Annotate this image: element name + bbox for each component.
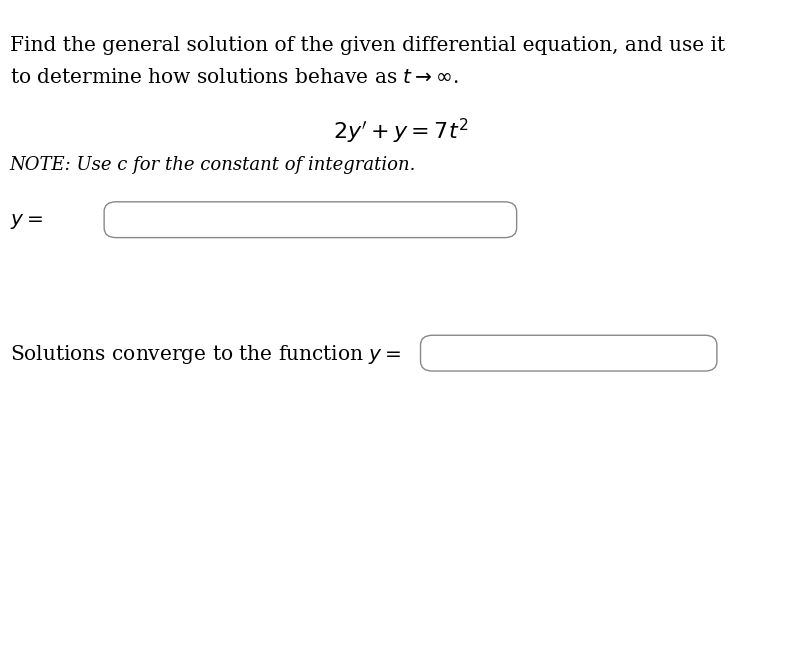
FancyBboxPatch shape <box>104 202 517 238</box>
Text: to determine how solutions behave as $t \rightarrow \infty$.: to determine how solutions behave as $t … <box>10 68 458 87</box>
FancyBboxPatch shape <box>421 335 717 371</box>
Text: Find the general solution of the given differential equation, and use it: Find the general solution of the given d… <box>10 36 725 55</box>
Text: $y =$: $y =$ <box>10 212 42 231</box>
Text: $2y' + y = 7t^2$: $2y' + y = 7t^2$ <box>332 117 469 146</box>
Text: NOTE: Use c for the constant of integration.: NOTE: Use c for the constant of integrat… <box>10 156 416 174</box>
Text: Solutions converge to the function $y =$: Solutions converge to the function $y =$ <box>10 343 400 367</box>
